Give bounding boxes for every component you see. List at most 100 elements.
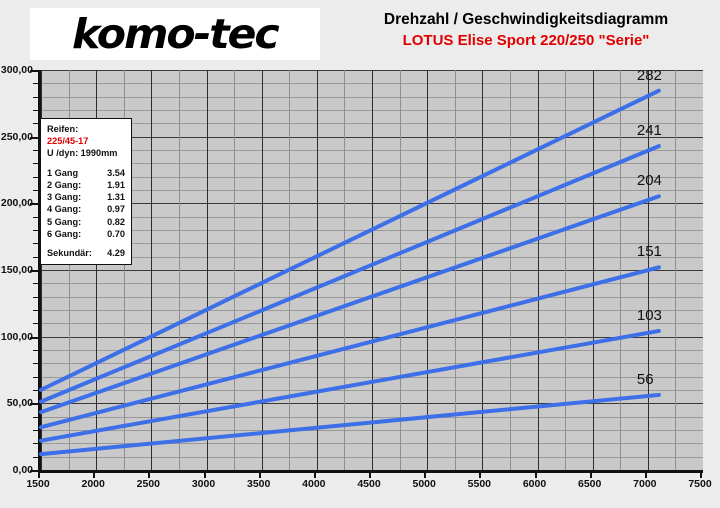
series-lines [39, 88, 661, 457]
x-tick-label: 6000 [522, 478, 547, 490]
x-tick-major [204, 470, 206, 478]
x-axis-labels: 1500 2000 2500 3000 3500 4000 4500 5000 5500 6000… [26, 478, 711, 498]
y-tick-major [30, 203, 39, 205]
y-tick-minor [33, 190, 39, 191]
gridline-v-major [207, 70, 208, 470]
gridline-v-minor [179, 70, 180, 470]
y-tick-major [30, 70, 39, 72]
x-tick-major [424, 470, 426, 478]
y-tick-minor [33, 390, 39, 391]
gridline-v-major [317, 70, 318, 470]
y-tick-minor [33, 363, 39, 364]
x-tick-label: 2000 [81, 478, 105, 490]
series-line-gear-6 [39, 88, 661, 392]
x-axis-ticks [38, 470, 702, 480]
y-tick-label: 200,00 [0, 197, 33, 210]
y-tick-minor [33, 123, 39, 124]
y-tick-label: 250,00 [0, 130, 33, 143]
y-tick-minor [33, 83, 39, 84]
y-tick-minor [33, 257, 39, 258]
y-tick-minor [33, 430, 39, 431]
y-tick-minor [33, 377, 39, 378]
gridline-v-major [372, 70, 373, 470]
series-line-gear-2 [39, 328, 661, 443]
gridline-v-major [538, 70, 539, 470]
gridline-v-major [427, 70, 428, 470]
x-tick-label: 7000 [633, 478, 657, 490]
legend-spacer-2 [47, 240, 125, 247]
legend-final-drive-label: Sekundär: [47, 248, 92, 259]
end-label-gear-5: 241 [636, 122, 662, 140]
legend-final-drive-row: Sekundär: 4.29 [47, 247, 125, 259]
legend-gear-name: 5 Gang: [47, 216, 82, 227]
x-tick-label: 4500 [357, 478, 381, 490]
gridline-v-major [41, 70, 42, 470]
legend-final-drive-value: 4.29 [107, 248, 125, 259]
gridline-v-major [151, 70, 152, 470]
x-tick-major [369, 470, 371, 478]
gridline-v-minor [234, 70, 235, 470]
gridline-v-minor [455, 70, 456, 470]
legend-tyre-label: Reifen: [47, 124, 79, 134]
komo-tec-logo: komo-tec [30, 8, 320, 60]
logo-text: komo-tec [72, 9, 280, 58]
legend-gear-row: 2 Gang: 1.91 [47, 179, 125, 191]
legend-gear-ratio: 0.82 [107, 216, 125, 227]
y-tick-minor [33, 230, 39, 231]
y-tick-major [30, 337, 39, 339]
series-line-gear-5 [39, 144, 661, 404]
legend-gear-row: 5 Gang: 0.82 [47, 216, 125, 228]
y-tick-minor [33, 457, 39, 458]
y-tick-minor [33, 417, 39, 418]
end-label-gear-3: 151 [636, 243, 662, 261]
series-line-gear-1 [39, 392, 661, 457]
x-tick-major [479, 470, 481, 478]
y-tick-label: 300,00 [0, 64, 33, 76]
legend-gear-list: 1 Gang 3.54 2 Gang: 1.91 3 Gang: 1.31 4 Gang: 0… [47, 167, 125, 240]
y-tick-minor [33, 163, 39, 164]
x-tick-label: 2500 [136, 478, 161, 490]
legend-tyre-value: 225/45-17 [47, 136, 89, 147]
end-label-gear-2: 103 [636, 306, 662, 324]
y-tick-minor [33, 443, 39, 444]
x-tick-label: 5000 [412, 478, 436, 490]
y-tick-major [30, 270, 39, 272]
y-tick-minor [33, 350, 39, 351]
x-tick-major [314, 470, 316, 478]
legend-gear-row: 3 Gang: 1.31 [47, 191, 125, 203]
chart-subtitle: LOTUS Elise Sport 220/250 "Serie" [402, 31, 650, 49]
gridline-v-minor [344, 70, 345, 470]
end-label-gear-1: 56 [636, 370, 654, 388]
plot-area [38, 70, 703, 473]
y-axis-labels: 0,00 50,00 100,00 150,00 200,00 250,00 300,00 [0, 64, 33, 476]
chart-title: Drehzahl / Geschwindigkeitsdiagramm [383, 11, 669, 28]
legend-gear-name: 4 Gang: [47, 204, 82, 215]
gridline-v-major [96, 70, 97, 470]
end-label-gear-4: 204 [636, 172, 662, 190]
y-tick-major [30, 403, 39, 405]
legend-gear-ratio: 1.91 [107, 179, 125, 190]
gridline-v-minor [400, 70, 401, 470]
y-tick-label: 0,00 [12, 464, 33, 476]
legend-gear-row: 4 Gang: 0.97 [47, 203, 125, 215]
gridline-v-minor [510, 70, 511, 470]
y-tick-minor [33, 110, 39, 111]
y-tick-minor [33, 310, 39, 311]
y-tick-minor [33, 217, 39, 218]
chart-title-block: Drehzahl / Geschwindigkeitsdiagramm LOTU… [340, 10, 712, 51]
x-tick-major [93, 470, 95, 478]
x-tick-label: 3500 [246, 478, 271, 490]
legend-box: Reifen: 225/45-17 U /dyn: 1990mm 1 Gang 3… [40, 118, 132, 266]
gridline-v-minor [675, 70, 676, 470]
gridline-v-minor [620, 70, 621, 470]
y-tick-minor [33, 283, 39, 284]
x-tick-major [259, 470, 261, 478]
gridline-v-minor [69, 70, 70, 470]
legend-gear-name: 1 Gang [47, 167, 79, 178]
legend-gear-ratio: 0.97 [107, 204, 125, 215]
y-tick-label: 150,00 [0, 264, 33, 276]
y-tick-minor [33, 297, 39, 298]
x-tick-label: 5500 [467, 478, 492, 490]
x-tick-label: 7500 [688, 478, 712, 490]
